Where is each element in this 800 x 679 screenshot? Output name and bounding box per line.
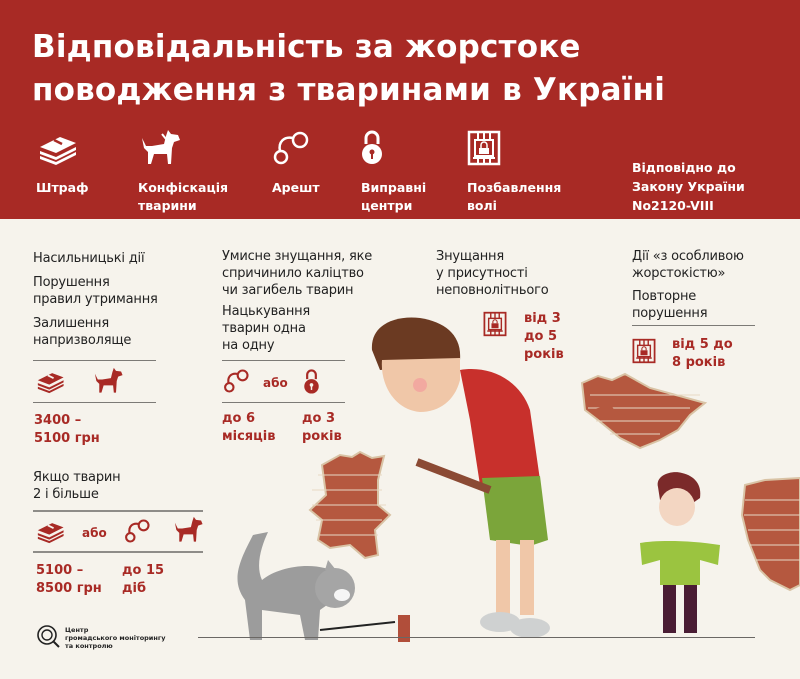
ground-line [198, 637, 755, 638]
penalty-fine-amount: 3400 – 5100 грн [34, 413, 100, 446]
prison-cell-icon [467, 128, 501, 168]
category-label: Позбавлення волі [467, 180, 562, 213]
child-figure [640, 472, 720, 633]
category-arrest: Арешт [272, 128, 320, 197]
category-label: Арешт [272, 180, 320, 195]
magnifier-eye-icon [35, 623, 61, 653]
category-label: Виправні центри [361, 180, 427, 213]
money-stack-icon [35, 368, 65, 398]
penalty-3-to-5-years: від 3 до 5 років [524, 311, 564, 362]
or-label: або [82, 526, 107, 540]
brick-wall-icon [308, 372, 800, 592]
law-reference: Відповідно до Закону України No2120-VIII [632, 160, 745, 213]
category-correctional: Виправні центри [361, 128, 426, 215]
condition-multiple-animals: Якщо тварин 2 і більше [33, 470, 121, 502]
offense-abandonment: Залишення напризволяще [33, 316, 132, 348]
penalty-arrest-multi: до 15 діб [122, 563, 165, 596]
divider [222, 402, 345, 403]
offense-animal-fighting: Нацькування тварин одна на одну [222, 304, 311, 353]
offense-intentional-abuse: Умисне знущання, яке спричинило каліцтво… [222, 249, 373, 298]
title-line-1: Відповідальність за жорстоке [32, 29, 581, 65]
divider [33, 360, 156, 361]
category-confiscation: Конфіскація тварини [138, 128, 228, 215]
divider [632, 325, 755, 326]
divider [222, 360, 345, 361]
title-line-2: поводження з тваринами в Україні [32, 72, 666, 108]
prison-cell-icon [632, 338, 656, 368]
penalty-5-to-8-years: від 5 до 8 років [672, 337, 733, 370]
handcuffs-icon [124, 518, 152, 548]
padlock-icon [303, 369, 320, 399]
cat-figure [237, 532, 355, 640]
divider [33, 551, 203, 553]
penalty-correctional-3-years: до 3 років [302, 411, 342, 444]
offense-repeated-violation: Повторне порушення [632, 289, 708, 321]
boy-figure [371, 317, 550, 638]
offense-abuse-with-minor: Знущання у присутності неповнолітнього [436, 249, 549, 298]
logo-text: Центр громадського моніторингу та контро… [65, 626, 166, 650]
category-label: Конфіскація тварини [138, 180, 229, 213]
penalty-fine-multi: 5100 – 8500 грн [36, 563, 102, 596]
padlock-icon [361, 128, 383, 168]
dog-icon [138, 128, 182, 168]
dog-icon [172, 515, 204, 549]
divider [33, 510, 203, 512]
money-stack-icon [36, 128, 78, 168]
offense-keeping-rules: Порушення правил утримання [33, 275, 158, 307]
prison-cell-icon [483, 311, 507, 341]
page-title: Відповідальність за жорстоке поводження … [32, 26, 665, 112]
category-label: Штраф [36, 180, 89, 195]
or-label: або [263, 376, 288, 390]
handcuffs-icon [272, 128, 312, 168]
divider [33, 402, 156, 403]
handcuffs-icon [223, 368, 251, 398]
offense-especially-cruel: Дії «з особливою жорстокістю» [632, 249, 744, 281]
money-stack-icon [35, 518, 65, 548]
penalty-arrest-6-months: до 6 місяців [222, 411, 276, 444]
organization-logo: Центр громадського моніторингу та контро… [35, 623, 166, 653]
category-imprisonment: Позбавлення волі [467, 128, 561, 215]
dog-icon [92, 366, 124, 400]
offense-violent-actions: Насильницькі дії [33, 251, 145, 266]
header-banner: Відповідальність за жорстоке поводження … [0, 0, 800, 219]
category-fine: Штраф [36, 128, 88, 197]
